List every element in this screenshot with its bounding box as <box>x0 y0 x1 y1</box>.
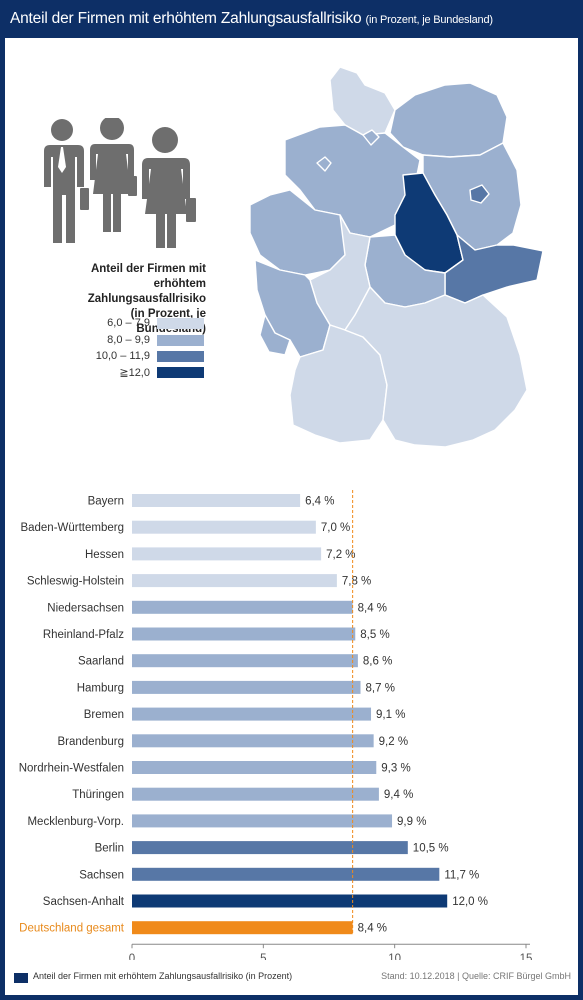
bar <box>132 841 408 855</box>
region-mecklenburg-vorpommern <box>389 82 508 158</box>
value-label: 8,4 % <box>358 602 387 614</box>
value-label: 8,5 % <box>360 629 389 641</box>
bar <box>132 520 316 534</box>
footer-legend-label: Anteil der Firmen mit erhöhtem Zahlungsa… <box>33 971 293 981</box>
category-label: Thüringen <box>72 789 124 801</box>
business-people-icon <box>44 118 196 248</box>
bar <box>132 921 353 935</box>
x-tick-label: 10 <box>388 953 401 960</box>
value-label: 7,2 % <box>326 549 355 561</box>
bar <box>132 654 358 668</box>
category-label: Bremen <box>84 709 124 721</box>
category-label: Mecklenburg-Vorp. <box>27 816 124 828</box>
value-label: 9,3 % <box>381 763 410 775</box>
title-subtitle: (in Prozent, je Bundesland) <box>365 14 493 26</box>
page-title: Anteil der Firmen mit erhöhtem Zahlungsa… <box>10 10 493 28</box>
category-label: Schleswig-Holstein <box>27 576 124 588</box>
businessman-icon <box>44 119 89 243</box>
legend-item: ≧12,0 <box>95 366 210 380</box>
category-label: Berlin <box>95 843 124 855</box>
category-label: Sachsen-Anhalt <box>43 896 125 908</box>
value-label: 8,6 % <box>363 656 392 668</box>
bar <box>132 814 393 828</box>
category-label: Niedersachsen <box>47 602 124 614</box>
bar <box>132 894 448 908</box>
value-label: 8,7 % <box>366 682 395 694</box>
source-note: Stand: 10.12.2018 | Quelle: CRIF Bürgel … <box>381 971 571 981</box>
businesswoman-icon <box>90 118 137 232</box>
legend-title-line: Anteil der Firmen mit <box>90 263 206 275</box>
legend-item-label: 6,0 – 7,9 <box>107 317 150 329</box>
title-text: Anteil der Firmen mit erhöhtem Zahlungsa… <box>10 10 362 27</box>
bar <box>132 680 361 694</box>
bar <box>132 627 356 641</box>
businesswoman-icon-2 <box>142 127 196 248</box>
legend-swatch <box>157 335 204 346</box>
value-label: 11,7 % <box>444 869 479 881</box>
legend-item-label: 8,0 – 9,9 <box>107 334 150 346</box>
value-label: 12,0 % <box>452 896 488 908</box>
x-tick-label: 5 <box>260 953 266 960</box>
bar <box>132 547 322 561</box>
footer-legend-swatch <box>14 973 28 983</box>
region-bayern <box>344 286 528 448</box>
bar <box>132 707 372 721</box>
category-label: Baden-Württemberg <box>20 522 124 534</box>
value-label: 9,9 % <box>397 816 426 828</box>
bar-chart: Bayern 6,4 % Baden-Württemberg 7,0 % Hessen 7… <box>19 490 533 960</box>
legend-item-label: ≧12,0 <box>119 367 150 379</box>
category-label: Rheinland-Pfalz <box>43 629 124 641</box>
value-label: 9,4 % <box>384 789 413 801</box>
region-hamburg <box>362 129 380 146</box>
legend-item-label: 10,0 – 11,9 <box>95 350 150 362</box>
x-tick-label: 0 <box>129 953 135 960</box>
region-sachsen <box>444 234 544 304</box>
bar <box>132 574 337 588</box>
category-label: Saarland <box>78 656 124 668</box>
germany-map <box>249 66 544 448</box>
bar <box>132 600 353 614</box>
region-saarland <box>259 314 291 356</box>
legend-swatch <box>157 318 204 329</box>
legend-swatch <box>157 367 204 378</box>
category-label: Bayern <box>88 496 124 508</box>
region-bremen <box>316 156 332 172</box>
legend-item: 8,0 – 9,9 <box>95 334 210 348</box>
category-label: Deutschland gesamt <box>19 923 125 935</box>
legend-item: 10,0 – 11,9 <box>95 350 210 364</box>
legend-title: Anteil der Firmen mit erhöhtem Zahlungsa… <box>60 262 206 337</box>
x-tick-label: 15 <box>520 953 533 960</box>
value-label: 7,0 % <box>321 522 350 534</box>
value-label: 10,5 % <box>413 843 449 855</box>
region-berlin <box>469 184 490 204</box>
value-label: 7,8 % <box>342 576 371 588</box>
category-label: Brandenburg <box>58 736 125 748</box>
bar <box>132 867 440 881</box>
legend-item: 6,0 – 7,9 <box>95 317 210 331</box>
bar <box>132 787 379 801</box>
bar <box>132 761 377 774</box>
legend-swatch <box>157 351 204 362</box>
category-label: Hamburg <box>77 682 124 694</box>
bar <box>132 494 301 507</box>
legend-title-line: erhöhtem Zahlungsausfallrisiko <box>87 278 206 305</box>
value-label: 9,1 % <box>376 709 405 721</box>
header-bar: Anteil der Firmen mit erhöhtem Zahlungsa… <box>0 0 583 38</box>
value-label: 8,4 % <box>358 923 387 935</box>
value-label: 9,2 % <box>379 736 408 748</box>
category-label: Hessen <box>85 549 124 561</box>
bar <box>132 734 374 748</box>
category-label: Sachsen <box>79 869 124 881</box>
category-label: Nordrhein-Westfalen <box>19 763 124 775</box>
value-label: 6,4 % <box>305 496 334 508</box>
